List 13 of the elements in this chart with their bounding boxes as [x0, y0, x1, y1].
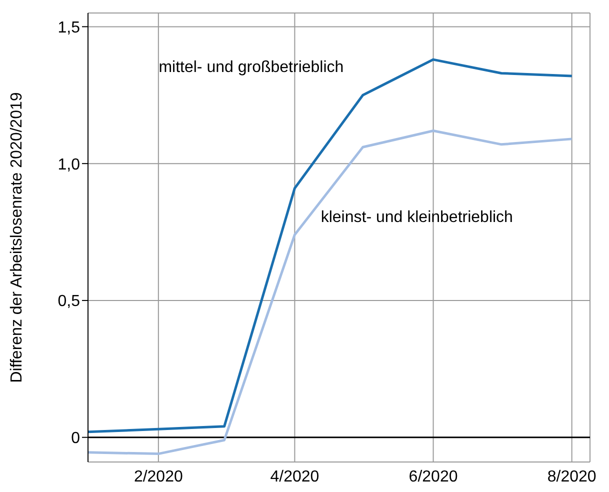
- x-tick-label: 8/2020: [547, 468, 596, 486]
- y-tick-label: 0: [71, 430, 80, 448]
- y-tick-label: 0,5: [58, 293, 80, 310]
- y-tick-label: 1,0: [58, 156, 80, 174]
- y-axis-title: Differenz der Arbeitslosenrate 2020/2019: [8, 92, 26, 383]
- y-tick-label: 1,5: [58, 19, 80, 36]
- series-label: mittel- und großbetrieblich: [158, 59, 344, 76]
- x-tick-label: 6/2020: [408, 468, 458, 486]
- x-tick-label: 2/2020: [134, 468, 183, 486]
- series-label: kleinst- und kleinbetrieblich: [320, 209, 513, 226]
- x-tick-label: 4/2020: [270, 468, 320, 486]
- line-series: [88, 58, 574, 434]
- line-series: [88, 129, 574, 456]
